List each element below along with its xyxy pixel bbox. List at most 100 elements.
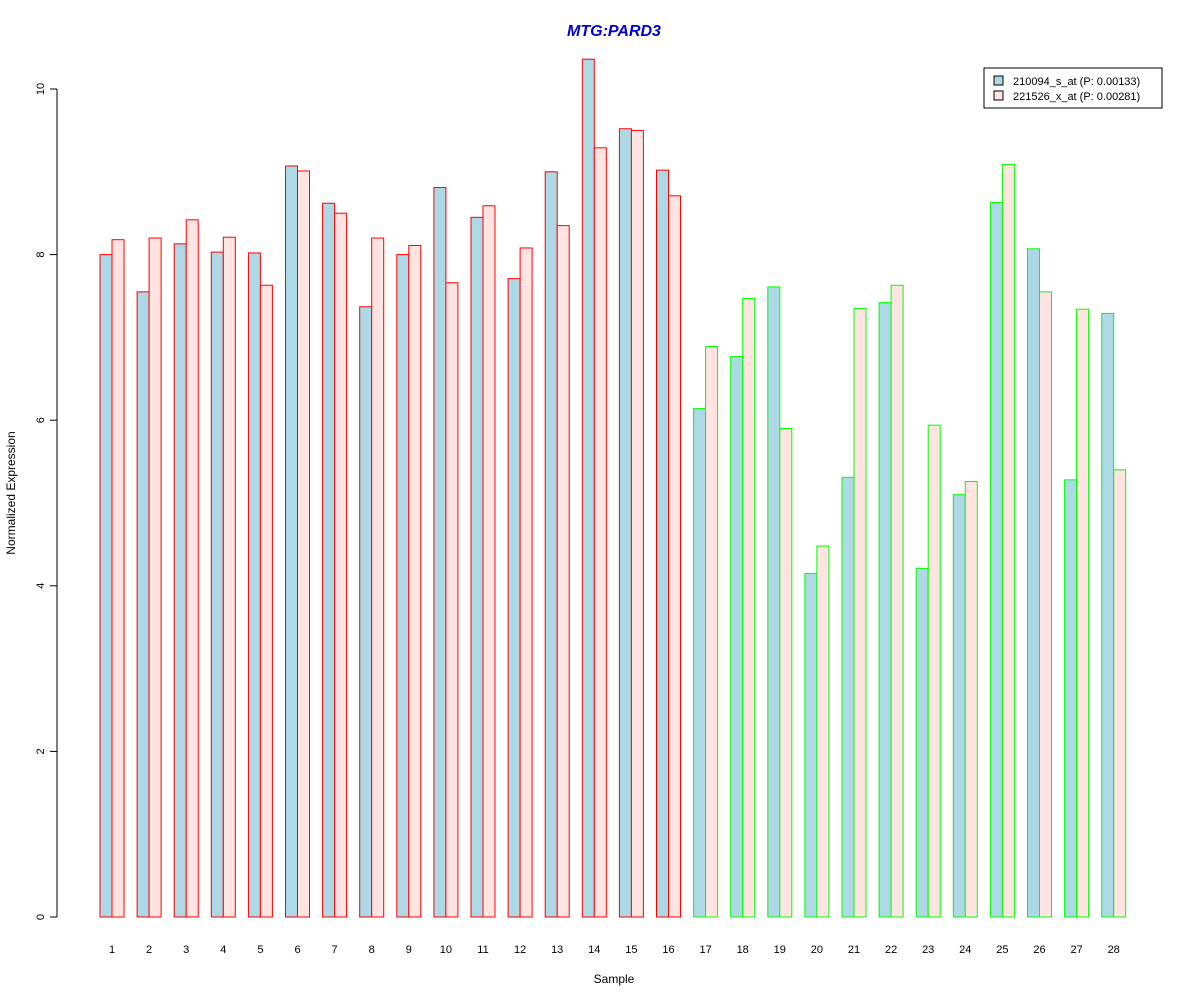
bar-1-sample-10 (433, 187, 447, 918)
x-tick-label: 27 (1070, 944, 1082, 956)
x-tick-label: 9 (406, 944, 412, 956)
y-tick-label: 10 (35, 83, 47, 95)
bar-2-sample-9 (408, 244, 422, 918)
bar-1-sample-28 (1101, 312, 1115, 918)
bar-2-sample-5 (259, 284, 273, 918)
bar-1-sample-24 (952, 494, 966, 918)
bar-1-sample-3 (173, 243, 187, 918)
bar-2-sample-28 (1113, 469, 1127, 918)
chart-title: MTG:PARD3 (567, 23, 661, 40)
x-tick-label: 4 (220, 944, 226, 956)
bar-2-sample-19 (779, 427, 793, 918)
x-tick-label: 3 (183, 944, 189, 956)
bar-1-sample-19 (767, 286, 781, 918)
bar-2-sample-15 (630, 129, 644, 918)
x-tick-label: 19 (774, 944, 786, 956)
bar-2-sample-22 (890, 284, 904, 918)
x-tick-label: 22 (885, 944, 897, 956)
bar-2-sample-12 (519, 247, 533, 918)
x-tick-label: 18 (737, 944, 749, 956)
x-tick-label: 14 (588, 944, 600, 956)
bar-2-sample-13 (556, 225, 570, 918)
bar-2-sample-21 (853, 307, 867, 918)
x-tick-label: 11 (477, 944, 488, 956)
bar-1-sample-22 (878, 302, 892, 918)
legend-entry-label: 221526_x_at (P: 0.00281) (1013, 91, 1140, 103)
x-tick-label: 15 (625, 944, 637, 956)
x-tick-label: 12 (514, 944, 526, 956)
bar-1-sample-1 (99, 254, 113, 918)
x-tick-label: 2 (146, 944, 152, 956)
legend-swatch (993, 90, 1004, 101)
y-axis-label: Normalized Expression (4, 431, 18, 554)
bar-2-sample-1 (111, 239, 125, 918)
bar-2-sample-18 (742, 297, 756, 918)
bar-1-sample-14 (581, 58, 595, 918)
bar-2-sample-7 (334, 212, 348, 918)
bar-2-sample-14 (593, 147, 607, 918)
bar-2-sample-25 (1001, 163, 1015, 918)
y-tick-label: 2 (35, 748, 47, 754)
y-tick-label: 0 (35, 914, 47, 920)
x-tick-label: 8 (369, 944, 375, 956)
bar-2-sample-2 (148, 237, 162, 918)
bar-2-sample-16 (668, 195, 681, 918)
bar-1-sample-25 (989, 201, 1003, 918)
bar-2-sample-3 (185, 219, 199, 918)
bar-1-sample-26 (1027, 248, 1040, 918)
x-tick-label: 7 (332, 944, 338, 956)
x-tick-label: 25 (996, 944, 1008, 956)
bar-2-sample-26 (1039, 291, 1052, 918)
bar-2-sample-20 (816, 545, 830, 918)
x-tick-label: 5 (257, 944, 263, 956)
bar-1-sample-6 (285, 165, 298, 918)
bar-1-sample-8 (359, 306, 373, 918)
x-tick-label: 17 (699, 944, 711, 956)
x-tick-labels: 1 2 3 4 5 6 7 8 9 10 11 12 13 14 15 16 17 18 19 20 21 22 23 24 2… (109, 944, 1120, 956)
x-tick-label: 6 (294, 944, 300, 956)
x-tick-label: 21 (848, 944, 860, 956)
bar-2-sample-27 (1076, 308, 1090, 918)
bar-2-sample-4 (222, 236, 236, 918)
x-tick-label: 16 (662, 944, 674, 956)
bar-1-sample-5 (247, 252, 261, 918)
bar-1-sample-7 (322, 202, 336, 918)
bar-1-sample-13 (544, 171, 558, 918)
x-tick-label: 10 (440, 944, 452, 956)
bar-1-sample-15 (618, 128, 632, 918)
legend-box (983, 67, 1163, 109)
x-tick-label: 13 (551, 944, 563, 956)
legend-swatch (993, 75, 1004, 86)
bar-2-sample-8 (371, 237, 385, 918)
bar-2-sample-6 (297, 170, 310, 918)
x-tick-label: 20 (811, 944, 823, 956)
y-tick-label: 4 (35, 583, 47, 589)
bar-2-sample-10 (445, 282, 459, 918)
bar-1-sample-12 (507, 278, 521, 918)
bar-1-sample-18 (730, 355, 744, 918)
x-tick-label: 1 (109, 944, 115, 956)
y-axis: 0 2 4 6 8 10 (35, 83, 58, 920)
bar-1-sample-23 (915, 567, 929, 918)
bar-1-sample-27 (1064, 479, 1078, 918)
bar-1-sample-21 (841, 476, 855, 918)
x-axis-label: Sample (594, 972, 635, 986)
bar-2-sample-17 (705, 346, 719, 918)
x-tick-label: 24 (959, 944, 971, 956)
bar-1-sample-9 (396, 254, 410, 918)
legend-entry-label: 210094_s_at (P: 0.00133) (1013, 76, 1140, 88)
bar-1-sample-20 (804, 572, 818, 918)
bar-2-sample-24 (964, 480, 978, 918)
y-tick-label: 8 (35, 252, 47, 258)
bar-1-sample-17 (693, 408, 707, 918)
bar-1-sample-2 (136, 291, 150, 918)
bar-2-sample-23 (927, 424, 941, 918)
bar-1-sample-11 (470, 216, 484, 918)
bars (99, 58, 1127, 918)
bar-1-sample-16 (656, 169, 669, 918)
x-tick-label: 26 (1033, 944, 1045, 956)
x-tick-label: 28 (1108, 944, 1120, 956)
x-tick-label: 23 (922, 944, 934, 956)
bar-1-sample-4 (210, 251, 224, 918)
